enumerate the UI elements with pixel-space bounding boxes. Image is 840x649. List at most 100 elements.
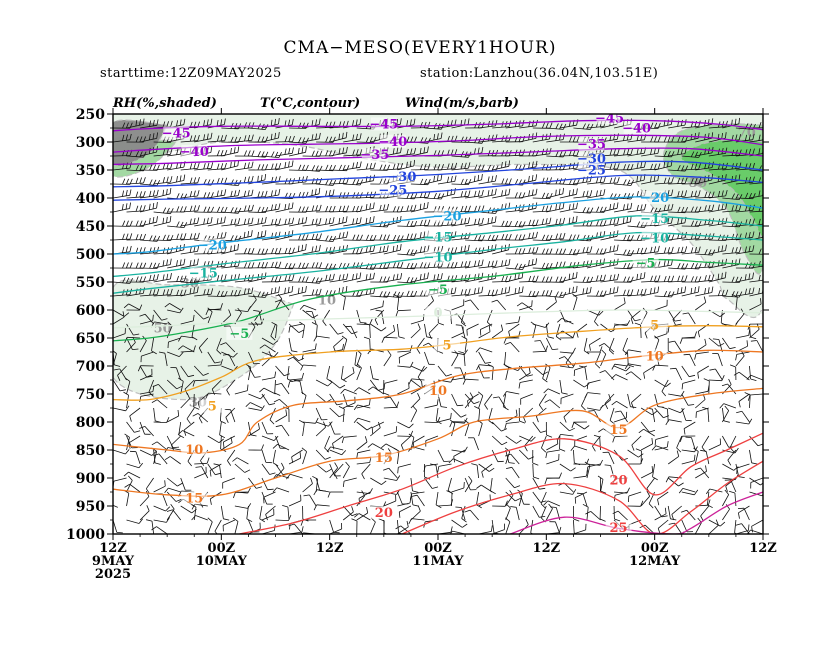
wind-barb-flag [338,246,341,253]
wind-barb-flag [220,163,224,170]
wind-barb-flag [379,246,382,253]
wind-barb [383,500,396,507]
wind-barb-flag [338,148,341,155]
wind-barb-flag [494,188,497,195]
wind-barb [221,127,239,130]
wind-barb-flag [223,518,230,521]
wind-barb-flag [603,248,607,255]
temp-contour--45 [113,119,763,132]
wind-barb-flag [230,190,233,197]
wind-barb-flag [379,276,383,283]
wind-barb-flag [318,118,321,125]
wind-barb [559,193,577,199]
wind-barb-flag [616,230,619,237]
wind-barb-flag [636,289,640,296]
wind-barb-flag [447,176,450,183]
wind-barb-flag [406,249,410,255]
wind-barb [708,208,726,213]
wind-barb [113,333,126,339]
wind-barb-flag [523,416,527,423]
wind-barb-flag [278,275,282,282]
wind-barb-flag [117,375,121,381]
wind-barb-flag [247,218,250,225]
wind-barb-flag [271,163,274,170]
wind-barb [289,169,307,171]
wind-barb-flag [274,392,281,396]
wind-barb-flag [516,439,522,444]
wind-barb [546,223,564,227]
wind-barb-flag [636,148,639,155]
wind-barb-flag [751,462,758,465]
wind-barb-flag [244,150,247,157]
wind-barb-flag [183,118,186,125]
wind-barb-flag [216,120,219,127]
wind-barb-flag [232,457,238,462]
wind-barb [627,277,645,283]
wind-barb-flag [414,220,418,227]
wind-barb-flag [666,441,669,448]
wind-barb [643,365,655,374]
wind-barb-flag [162,121,166,128]
wind-barb-flag [690,262,695,269]
wind-barb [126,342,136,353]
wind-barb [315,463,327,473]
wind-barb [343,435,357,438]
y-tick-label: 650 [76,331,105,347]
wind-barb-flag [411,494,418,497]
wind-barb-flag [300,364,304,371]
wind-barb-flag [342,245,345,252]
wind-barb [586,194,604,199]
wind-barb-flag [703,378,710,382]
wind-barb-flag [461,518,467,523]
wind-barb-flag [485,362,492,364]
wind-barb-flag [671,246,674,253]
wind-barb [329,449,342,456]
wind-barb-flag [278,203,281,210]
wind-barb-flag [745,205,748,212]
wind-barb [383,330,395,339]
wind-barb-flag [565,362,570,368]
wind-barb-flag [423,231,426,238]
wind-barb [546,155,564,158]
wind-barb [627,533,629,534]
wind-barb [153,485,166,493]
wind-barb-flag [138,518,144,524]
wind-barb-flag [477,147,480,154]
wind-barb-flag [406,148,409,155]
wind-barb-flag [536,416,539,423]
wind-barb [762,366,763,367]
wind-barb-flag [748,218,752,225]
wind-barb-flag [180,289,183,296]
wind-barb [540,505,547,519]
wind-barb-flag [582,276,586,283]
wind-barb-flag [463,349,468,355]
wind-barb-flag [661,391,667,397]
wind-barb [248,295,266,298]
wind-barb [329,137,347,143]
wind-barb-flag [265,514,268,521]
wind-barb-flag [287,356,294,361]
wind-barb-flag [608,393,611,400]
wind-barb-flag [400,444,404,451]
wind-barb [600,207,618,213]
wind-barb [139,496,150,507]
wind-barb-flag [694,286,696,294]
wind-barb-flag [651,410,658,416]
wind-barb-flag [664,507,667,514]
wind-barb-flag [251,204,254,211]
wind-barb-flag [406,290,410,297]
wind-barb-flag [579,365,585,368]
wind-barb-flag [780,161,781,167]
wind-barb-flag [379,164,383,171]
wind-barb-flag [373,162,376,169]
wind-barb-flag [572,234,576,241]
wind-barb [749,449,752,463]
wind-barb-flag [636,204,639,211]
wind-barb-flag [638,453,644,458]
wind-barb-flag [590,276,594,283]
wind-barb-flag [427,201,429,209]
wind-barb [547,388,561,395]
wind-barb-flag [338,205,342,212]
wind-barb [762,239,763,240]
wind-barb-flag [454,287,457,294]
